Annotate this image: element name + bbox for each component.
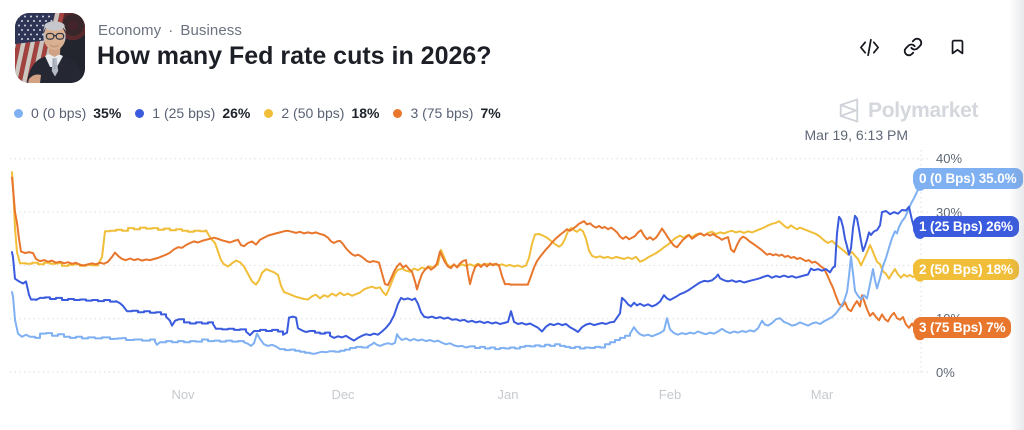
legend-label: 0 (0 bps) — [31, 105, 87, 121]
legend-label: 3 (75 bps) — [410, 105, 474, 121]
x-axis-label: Jan — [497, 387, 519, 402]
legend-value: 26% — [222, 105, 251, 121]
market-title: How many Fed rate cuts in 2026? — [97, 42, 492, 70]
legend-value: 7% — [480, 105, 501, 121]
person — [27, 21, 83, 83]
outcome-legend: 0 (0 bps) 35% 1 (25 bps) 26% 2 (50 bps) … — [14, 105, 515, 121]
market-avatar — [15, 13, 85, 83]
legend-item-50bps[interactable]: 2 (50 bps) 18% — [264, 105, 379, 121]
x-axis-label: Mar — [810, 387, 834, 402]
outcome-pill-1-25-bps-[interactable]: 1 (25 Bps) 26% — [913, 215, 1019, 243]
breadcrumb-separator: · — [168, 22, 174, 39]
legend-label: 1 (25 bps) — [152, 105, 216, 121]
legend-dot-75bps-icon — [393, 108, 403, 118]
outcome-pill-0-0-bps-[interactable]: 0 (0 Bps) 35.0% — [913, 167, 1023, 195]
legend-value: 18% — [351, 105, 380, 121]
toolbar — [858, 37, 968, 57]
embed-code-icon — [859, 38, 879, 56]
legend-label: 2 (50 bps) — [281, 105, 345, 121]
y-axis-label: 30% — [936, 204, 963, 220]
bookmark-icon — [951, 39, 963, 55]
embed-code-button[interactable] — [858, 37, 880, 57]
breadcrumb-subcategory[interactable]: Business — [180, 22, 243, 39]
legend-value: 35% — [93, 105, 122, 121]
series-line-3-75-bps- — [11, 176, 921, 336]
series-line-0-0-bps- — [11, 184, 921, 355]
outcome-pill-2-50-bps-[interactable]: 2 (50 Bps) 18% — [913, 258, 1019, 286]
legend-item-25bps[interactable]: 1 (25 bps) 26% — [135, 105, 250, 121]
outcome-pill-3-75-bps-[interactable]: 3 (75 Bps) 7% — [913, 317, 1012, 345]
legend-dot-50bps-icon — [264, 108, 274, 118]
legend-item-75bps[interactable]: 3 (75 bps) 7% — [393, 105, 501, 121]
series-line-1-25-bps- — [11, 205, 921, 342]
legend-item-0bps[interactable]: 0 (0 bps) 35% — [14, 105, 121, 121]
legend-dot-0bps-icon — [14, 108, 23, 118]
series-line-2-50-bps- — [11, 171, 921, 301]
breadcrumb-category[interactable]: Economy — [98, 22, 162, 39]
y-axis-label: 0% — [936, 364, 955, 380]
copy-link-icon — [903, 37, 923, 57]
chart-timestamp: Mar 19, 6:13 PM — [804, 127, 909, 143]
bookmark-button[interactable] — [946, 37, 968, 57]
x-axis-label: Feb — [658, 387, 682, 402]
y-axis-label: 40% — [936, 151, 963, 167]
x-axis-label: Dec — [331, 387, 355, 402]
legend-dot-25bps-icon — [135, 108, 145, 118]
x-axis-label: Nov — [171, 387, 195, 402]
fed-chair-photo — [15, 13, 85, 83]
copy-link-button[interactable] — [902, 37, 924, 57]
breadcrumb: Economy · Business — [98, 22, 242, 39]
